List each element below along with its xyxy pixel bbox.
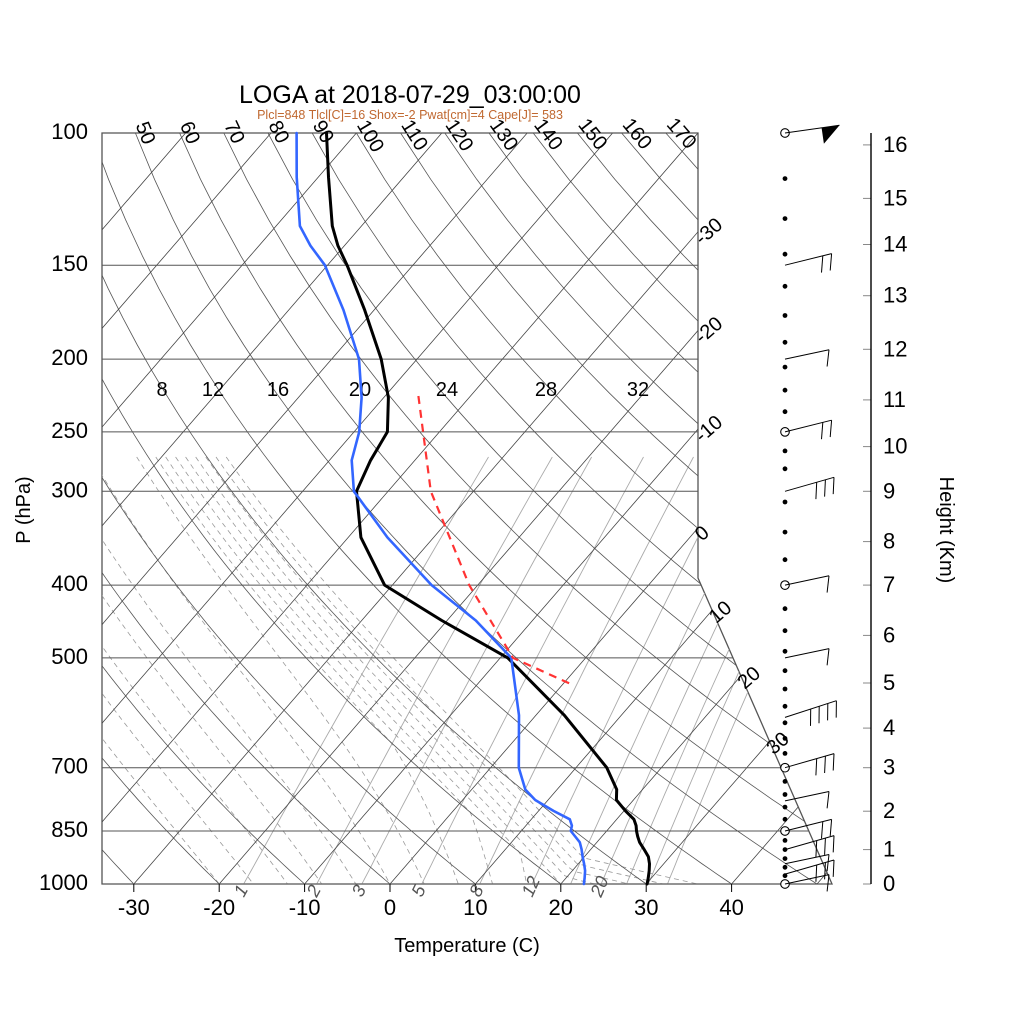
- svg-text:-20: -20: [203, 895, 235, 920]
- svg-text:3: 3: [883, 755, 895, 780]
- svg-text:-10: -10: [289, 895, 321, 920]
- svg-text:Temperature (C): Temperature (C): [394, 935, 540, 957]
- svg-text:12: 12: [883, 336, 907, 361]
- svg-text:0: 0: [883, 871, 895, 896]
- svg-text:-30: -30: [118, 895, 150, 920]
- svg-text:9: 9: [883, 478, 895, 503]
- svg-text:11: 11: [883, 387, 906, 412]
- svg-text:300: 300: [51, 477, 88, 502]
- svg-text:150: 150: [51, 251, 88, 276]
- svg-text:10: 10: [463, 895, 487, 920]
- svg-text:1: 1: [883, 837, 895, 862]
- svg-text:250: 250: [51, 418, 88, 443]
- svg-text:24: 24: [436, 379, 458, 401]
- svg-text:5: 5: [883, 670, 895, 695]
- svg-text:P (hPa): P (hPa): [13, 476, 35, 543]
- svg-text:32: 32: [627, 379, 649, 401]
- svg-text:8: 8: [883, 529, 895, 554]
- svg-text:200: 200: [51, 345, 88, 370]
- svg-text:16: 16: [267, 379, 289, 401]
- svg-text:20: 20: [549, 895, 573, 920]
- svg-text:30: 30: [634, 895, 658, 920]
- svg-text:13: 13: [883, 283, 907, 308]
- svg-text:28: 28: [535, 379, 557, 401]
- svg-text:12: 12: [202, 379, 224, 401]
- svg-text:500: 500: [51, 644, 88, 669]
- svg-text:LOGA at 2018-07-29_03:00:00: LOGA at 2018-07-29_03:00:00: [239, 81, 581, 109]
- svg-text:400: 400: [51, 571, 88, 596]
- svg-text:14: 14: [883, 232, 907, 257]
- svg-text:15: 15: [883, 185, 907, 210]
- svg-text:2: 2: [883, 798, 895, 823]
- svg-text:850: 850: [51, 817, 88, 842]
- svg-text:0: 0: [384, 895, 396, 920]
- svg-text:1000: 1000: [39, 870, 88, 895]
- svg-text:6: 6: [883, 622, 895, 647]
- svg-text:16: 16: [883, 132, 907, 157]
- svg-text:10: 10: [883, 434, 907, 459]
- svg-text:40: 40: [719, 895, 743, 920]
- svg-text:8: 8: [156, 379, 167, 401]
- svg-text:100: 100: [51, 119, 88, 144]
- svg-text:700: 700: [51, 754, 88, 779]
- svg-text:Height (Km): Height (Km): [935, 477, 957, 584]
- svg-text:7: 7: [883, 572, 895, 597]
- svg-text:Plcl=848 Tlcl[C]=16 Shox=-2 Pw: Plcl=848 Tlcl[C]=16 Shox=-2 Pwat[cm]=4 C…: [257, 108, 563, 122]
- svg-text:4: 4: [883, 715, 895, 740]
